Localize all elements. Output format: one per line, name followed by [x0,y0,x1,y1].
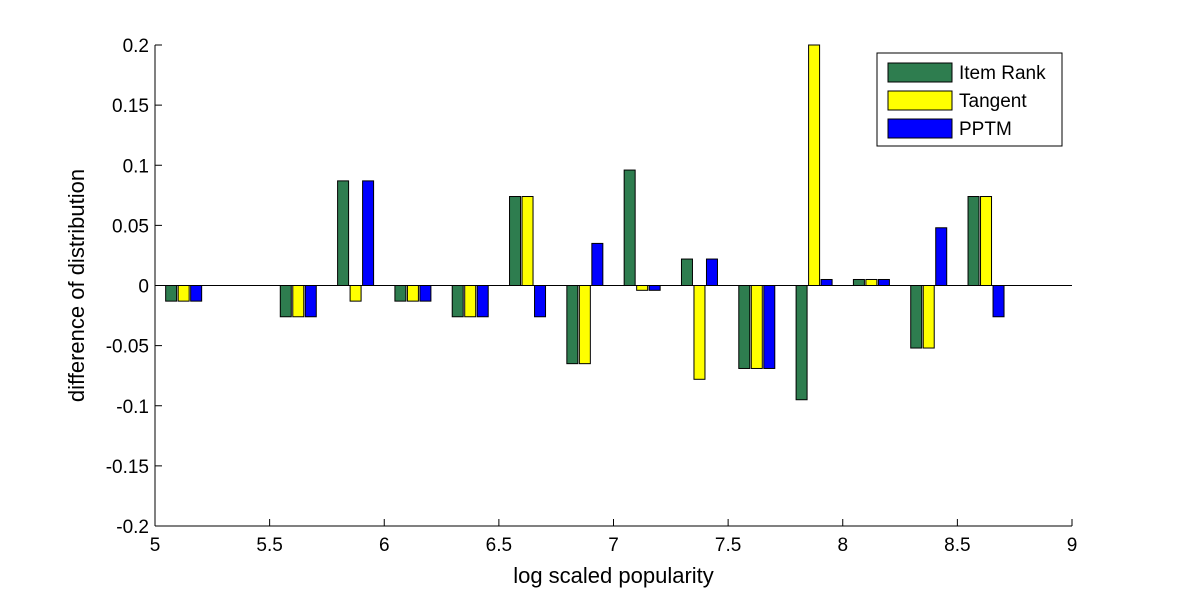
bar [451,285,464,318]
bar [877,278,890,286]
y-axis-label: difference of distribution [64,169,89,402]
legend-entry: PPTM [959,119,1012,140]
bar [419,285,432,302]
x-tick-label: 7 [608,535,619,556]
bar [292,285,305,318]
bar [865,278,878,286]
bar [521,196,534,286]
bar [980,196,993,286]
x-tick-label: 5 [150,535,161,556]
bar [636,285,649,291]
bar [935,227,948,286]
bar [852,278,865,286]
bar [738,285,751,369]
bar [680,258,693,287]
x-tick-label: 6.5 [486,535,512,556]
x-tick-label: 9 [1067,535,1078,556]
bar [763,285,776,369]
y-tick-label: 0.15 [112,96,149,117]
y-tick-label: 0.2 [123,36,149,57]
bar [591,242,604,287]
y-tick-label: 0.05 [112,216,149,237]
bar [279,285,292,318]
y-tick-label: -0.05 [106,337,149,358]
bar [509,196,522,286]
bar [394,285,407,302]
legend-swatch [887,90,953,111]
bar [750,285,763,369]
bar [648,285,661,291]
bar [922,285,935,349]
bar-series [165,44,1005,401]
bar [165,285,178,302]
bar [566,285,579,365]
legend-entry: Item Rank [959,63,1046,84]
legend-entry: Tangent [959,91,1027,112]
bar [304,285,317,318]
bar [362,180,375,287]
bar [578,285,591,365]
bar [534,285,547,318]
bar [623,169,636,286]
bar [349,285,362,302]
bar [476,285,489,318]
x-tick-label: 8.5 [944,535,970,556]
y-tick-label: -0.1 [116,397,149,418]
bar [808,44,821,286]
bar [967,196,980,286]
x-tick-label: 8 [837,535,848,556]
x-tick-label: 7.5 [715,535,741,556]
x-axis-label: log scaled popularity [513,563,714,588]
bar [693,285,706,380]
legend-swatch [887,62,953,83]
bar [177,285,190,302]
bar [910,285,923,349]
bar [992,285,1005,318]
bar [795,285,808,401]
y-tick-label: 0.1 [123,156,149,177]
y-tick-label: -0.2 [116,517,149,538]
x-tick-label: 6 [379,535,390,556]
bar [705,258,718,287]
bar [406,285,419,302]
y-tick-label: -0.15 [106,457,149,478]
bar [190,285,203,302]
bar [820,278,833,286]
legend: Item Rank Tangent PPTM [876,52,1063,147]
bar [337,180,350,287]
legend-swatch [887,118,953,139]
x-tick-label: 5.5 [256,535,282,556]
bar [464,285,477,318]
y-tick-label: 0 [138,277,149,298]
